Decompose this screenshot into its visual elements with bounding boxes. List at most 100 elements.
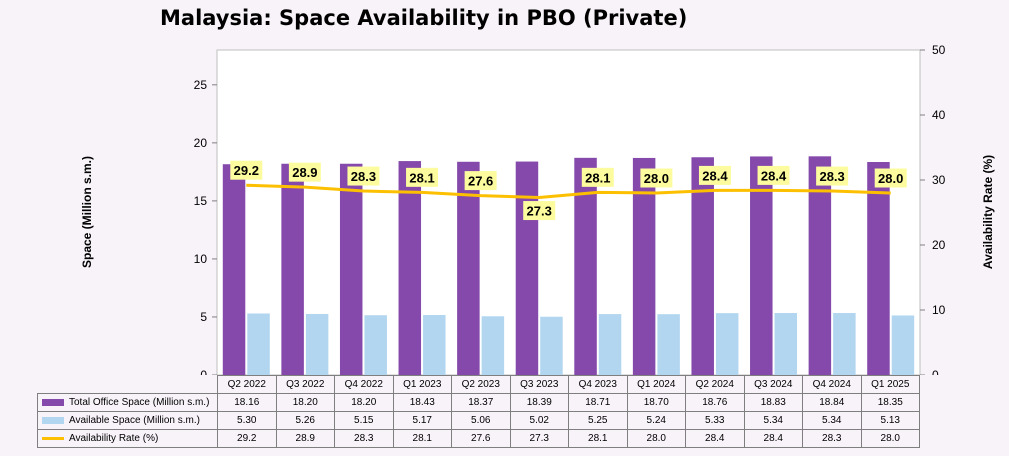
- table-value-cell: 27.3: [509, 429, 569, 448]
- rate-data-label: 28.1: [585, 170, 610, 185]
- rate-label-bg: [698, 165, 731, 185]
- table-value-cell: 5.02: [509, 411, 569, 430]
- table-value-cell: 5.15: [334, 411, 394, 430]
- bar-total-office-space: [808, 156, 832, 375]
- rate-data-label: 28.0: [644, 171, 669, 186]
- bar-available-space: [833, 313, 856, 375]
- category-label: Q2 2022: [217, 375, 277, 394]
- table-value-cell: 28.1: [568, 429, 628, 448]
- table-value-cell: 18.35: [860, 393, 920, 412]
- table-value-cell: 28.0: [626, 429, 686, 448]
- y2-tick-label: 10: [932, 303, 946, 317]
- category-label: Q4 2022: [334, 375, 394, 394]
- table-value-cell: 18.39: [509, 393, 569, 412]
- rate-label-bg: [816, 166, 849, 186]
- category-label: Q1 2023: [392, 375, 452, 394]
- y2-tick-label: 40: [932, 108, 946, 122]
- legend-entry: Total Office Space (Million s.m.): [37, 393, 218, 412]
- y2-axis-title: Availability Rate (%): [981, 155, 995, 269]
- category-label: Q4 2024: [802, 375, 862, 394]
- y-tick-label: 15: [194, 194, 208, 208]
- bar-total-office-space: [691, 157, 714, 375]
- bar-total-office-space: [339, 163, 363, 375]
- rate-data-label: 29.2: [234, 163, 259, 178]
- line-availability-rate: [246, 183, 891, 200]
- table-corner: [37, 375, 218, 394]
- table-value-cell: 5.17: [392, 411, 452, 430]
- rate-label-bg: [288, 162, 321, 182]
- rate-data-label: 28.4: [761, 168, 787, 183]
- y-tick-label: 0: [200, 368, 207, 375]
- rate-label-bg: [640, 168, 673, 188]
- rate-label-bg: [464, 171, 497, 191]
- table-value-cell: 5.34: [802, 411, 862, 430]
- rate-data-label: 28.3: [819, 169, 844, 184]
- bar-available-space: [364, 315, 387, 375]
- rate-data-label: 28.1: [409, 170, 434, 185]
- category-label: Q2 2023: [451, 375, 511, 394]
- rate-label-bg: [230, 160, 263, 180]
- rate-label-bg: [523, 201, 556, 221]
- rate-data-label: 28.3: [351, 169, 376, 184]
- table-value-cell: 5.13: [860, 411, 920, 430]
- y-tick-label: 20: [194, 136, 208, 150]
- table-value-cell: 5.24: [626, 411, 686, 430]
- bar-available-space: [657, 314, 680, 375]
- y2-tick-label: 50: [932, 43, 946, 57]
- bar-total-office-space: [867, 162, 890, 375]
- table-value-cell: 18.16: [217, 393, 277, 412]
- y-tick-label: 10: [194, 252, 208, 266]
- bar-available-space: [247, 313, 270, 375]
- table-value-cell: 18.20: [275, 393, 335, 412]
- table-value-cell: 28.1: [392, 429, 452, 448]
- table-value-cell: 5.34: [743, 411, 803, 430]
- table-value-cell: 28.0: [860, 429, 920, 448]
- rate-data-label: 28.9: [292, 165, 317, 180]
- bar-available-space: [715, 313, 739, 375]
- bar-total-office-space: [281, 163, 304, 375]
- table-value-cell: 18.83: [743, 393, 803, 412]
- bar-total-office-space: [222, 164, 246, 375]
- table-row: Available Space (Million s.m.) 5.30 5.26 5.…: [37, 411, 920, 430]
- y2-tick-label: 0: [932, 368, 939, 375]
- bar-available-space: [481, 316, 505, 375]
- category-label: Q3 2023: [509, 375, 569, 394]
- table-header-row: Q2 2022 Q3 2022 Q4 2022 Q1 2023 Q2 2023 Q3 20…: [37, 375, 920, 394]
- rate-data-label: 27.3: [527, 204, 552, 219]
- legend-label: Availability Rate (%): [69, 433, 159, 444]
- bar-available-space: [423, 314, 446, 375]
- legend-key-swatch: [42, 398, 64, 406]
- table-value-cell: 28.3: [334, 429, 394, 448]
- chart-title: Malaysia: Space Availability in PBO (Pri…: [160, 6, 688, 30]
- bar-total-office-space: [398, 161, 422, 375]
- bar-total-office-space: [515, 161, 539, 375]
- category-label: Q3 2022: [275, 375, 335, 394]
- table-value-cell: 5.26: [275, 411, 335, 430]
- table-value-cell: 18.20: [334, 393, 394, 412]
- table-value-cell: 18.76: [685, 393, 745, 412]
- rate-data-label: 28.0: [878, 171, 903, 186]
- table-row: Availability Rate (%) 29.2 28.9 28.3 28.1 27.…: [37, 429, 920, 448]
- bar-available-space: [774, 313, 798, 375]
- plot-area: [216, 49, 921, 375]
- bar-available-space: [891, 315, 915, 375]
- bar-total-office-space: [574, 157, 597, 375]
- rate-data-label: 28.4: [702, 168, 728, 183]
- table-value-cell: 5.30: [217, 411, 277, 430]
- table-value-cell: 28.4: [685, 429, 745, 448]
- bar-available-space: [305, 313, 329, 375]
- rate-label-bg: [406, 167, 439, 187]
- table-value-cell: 28.4: [743, 429, 803, 448]
- y-tick-label: 25: [194, 78, 208, 92]
- table-value-cell: 5.33: [685, 411, 745, 430]
- rate-label-bg: [581, 167, 614, 187]
- bar-total-office-space: [750, 156, 773, 375]
- category-label: Q3 2024: [743, 375, 803, 394]
- category-label: Q1 2025: [860, 375, 920, 394]
- y-tick-label: 5: [200, 310, 207, 324]
- bar-total-office-space: [632, 157, 656, 375]
- table-value-cell: 28.3: [802, 429, 862, 448]
- data-table: Q2 2022 Q3 2022 Q4 2022 Q1 2023 Q2 2023 Q3 20…: [37, 375, 920, 448]
- table-row: Total Office Space (Million s.m.) 18.16 18…: [37, 393, 920, 412]
- y-axis-title: Space (Million s.m.): [80, 156, 94, 268]
